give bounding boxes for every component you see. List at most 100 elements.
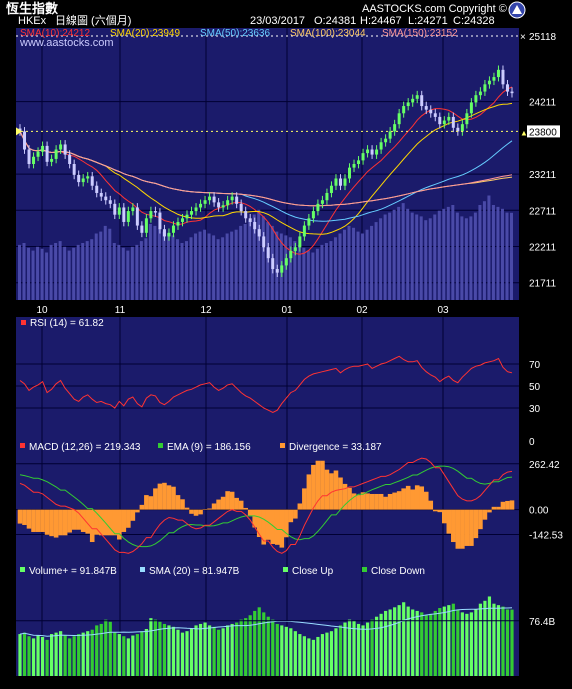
- price-volume-bar: [473, 212, 477, 300]
- volume-bar: [460, 612, 464, 676]
- volume-bar: [492, 603, 496, 676]
- candle-body: [185, 214, 189, 219]
- volume-bar: [81, 632, 85, 676]
- price-volume-bar: [329, 241, 333, 300]
- candle-body: [54, 149, 58, 159]
- volume-bar: [505, 609, 510, 676]
- divergence-bar: [469, 509, 474, 546]
- divergence-bar: [148, 496, 154, 510]
- copyright-label: AASTOCKS.com Copyright ©: [362, 3, 507, 15]
- price-volume-bar: [36, 246, 40, 300]
- price-volume-bar: [243, 224, 247, 300]
- price-volume-bar: [198, 231, 202, 300]
- price-volume-bar: [31, 250, 35, 300]
- volume-bar: [108, 621, 112, 676]
- divergence-bar: [342, 483, 348, 510]
- candle-body: [235, 196, 239, 204]
- divergence-bar: [198, 509, 203, 515]
- price-candles: [18, 65, 514, 277]
- divergence-bar: [460, 509, 465, 549]
- divergence-bar: [487, 509, 492, 513]
- volume-bar: [429, 613, 433, 676]
- macd-divergence: [17, 460, 515, 549]
- candle-body: [469, 102, 473, 114]
- divergence-bar: [135, 509, 140, 513]
- divergence-bar: [166, 485, 172, 510]
- candle-body: [32, 156, 36, 164]
- candle-body: [393, 124, 397, 132]
- volume-bar: [379, 613, 383, 676]
- price-volume-bar: [239, 225, 243, 300]
- volume-legend: Volume+ = 91.847B SMA (20) = 81.947B Close…: [20, 566, 425, 577]
- prev-close-label: 23800: [529, 127, 557, 138]
- price-volume-bar: [424, 220, 428, 300]
- price-volume-bar: [230, 231, 234, 300]
- volume-bar: [338, 625, 343, 676]
- price-volume-bar: [437, 210, 441, 300]
- candle-body: [203, 200, 207, 204]
- rsi-legend-swatch: [21, 320, 26, 325]
- candle-body: [357, 160, 361, 164]
- volume-bar: [420, 612, 424, 676]
- volume-bar: [320, 634, 325, 676]
- volume-bar: [361, 625, 365, 676]
- volume-bar: [370, 619, 374, 676]
- rsi-tick-label: 0: [529, 437, 535, 448]
- divergence-bar: [329, 473, 334, 510]
- price-volume-bar: [76, 244, 80, 300]
- high-marker-icon: ×: [520, 32, 526, 43]
- divergence-bar: [98, 509, 104, 536]
- divergence-bar: [369, 493, 375, 510]
- candle-body: [36, 151, 40, 157]
- volume-legend-swatch: [362, 567, 367, 572]
- volume-bar: [131, 635, 135, 676]
- month-label: 10: [36, 305, 48, 316]
- volume-bar: [266, 616, 270, 676]
- divergence-bar: [383, 496, 388, 510]
- candle-body: [212, 196, 216, 203]
- divergence-bar: [17, 509, 23, 524]
- candle-body: [311, 211, 315, 219]
- volume-bar: [135, 634, 139, 676]
- price-volume-bar: [491, 205, 495, 300]
- high-label: H:24467: [360, 15, 402, 27]
- divergence-bar: [117, 509, 122, 540]
- volume-bar: [257, 607, 261, 676]
- candle-body: [108, 200, 112, 204]
- candle-body: [429, 109, 433, 114]
- divergence-bar: [482, 509, 488, 520]
- candle-body: [420, 95, 424, 107]
- candle-body: [352, 164, 356, 168]
- price-volume-bar: [293, 241, 297, 300]
- macd-legend-swatch: [280, 443, 285, 448]
- divergence-bar: [302, 488, 307, 510]
- divergence-bar: [360, 492, 366, 510]
- prev-close-box: [527, 125, 560, 138]
- divergence-bar: [89, 509, 95, 543]
- macd-panel: [16, 441, 519, 564]
- divergence-bar: [324, 469, 330, 510]
- price-volume-bar: [99, 231, 103, 300]
- divergence-bar: [496, 506, 501, 510]
- volume-bar: [293, 631, 297, 676]
- divergence-bar: [347, 487, 352, 510]
- price-volume-bar: [460, 216, 464, 300]
- divergence-bar: [414, 485, 420, 510]
- volume-bar: [22, 632, 27, 676]
- divergence-bar: [392, 492, 397, 510]
- divergence-bar: [202, 509, 208, 510]
- volume-bar: [113, 632, 117, 676]
- volume-bar: [198, 623, 203, 676]
- divergence-bar: [67, 509, 72, 533]
- volume-bar: [162, 623, 167, 676]
- price-volume-bar: [383, 214, 387, 300]
- divergence-bar: [211, 503, 217, 510]
- price-volume-bar: [121, 247, 125, 300]
- divergence-bar: [401, 488, 406, 510]
- candle-body: [397, 113, 401, 125]
- volume-bar: [49, 634, 54, 676]
- divergence-bar: [31, 509, 36, 532]
- symbol-label: HKEx: [18, 15, 47, 27]
- divergence-bar: [284, 509, 289, 538]
- candle-body: [230, 196, 234, 201]
